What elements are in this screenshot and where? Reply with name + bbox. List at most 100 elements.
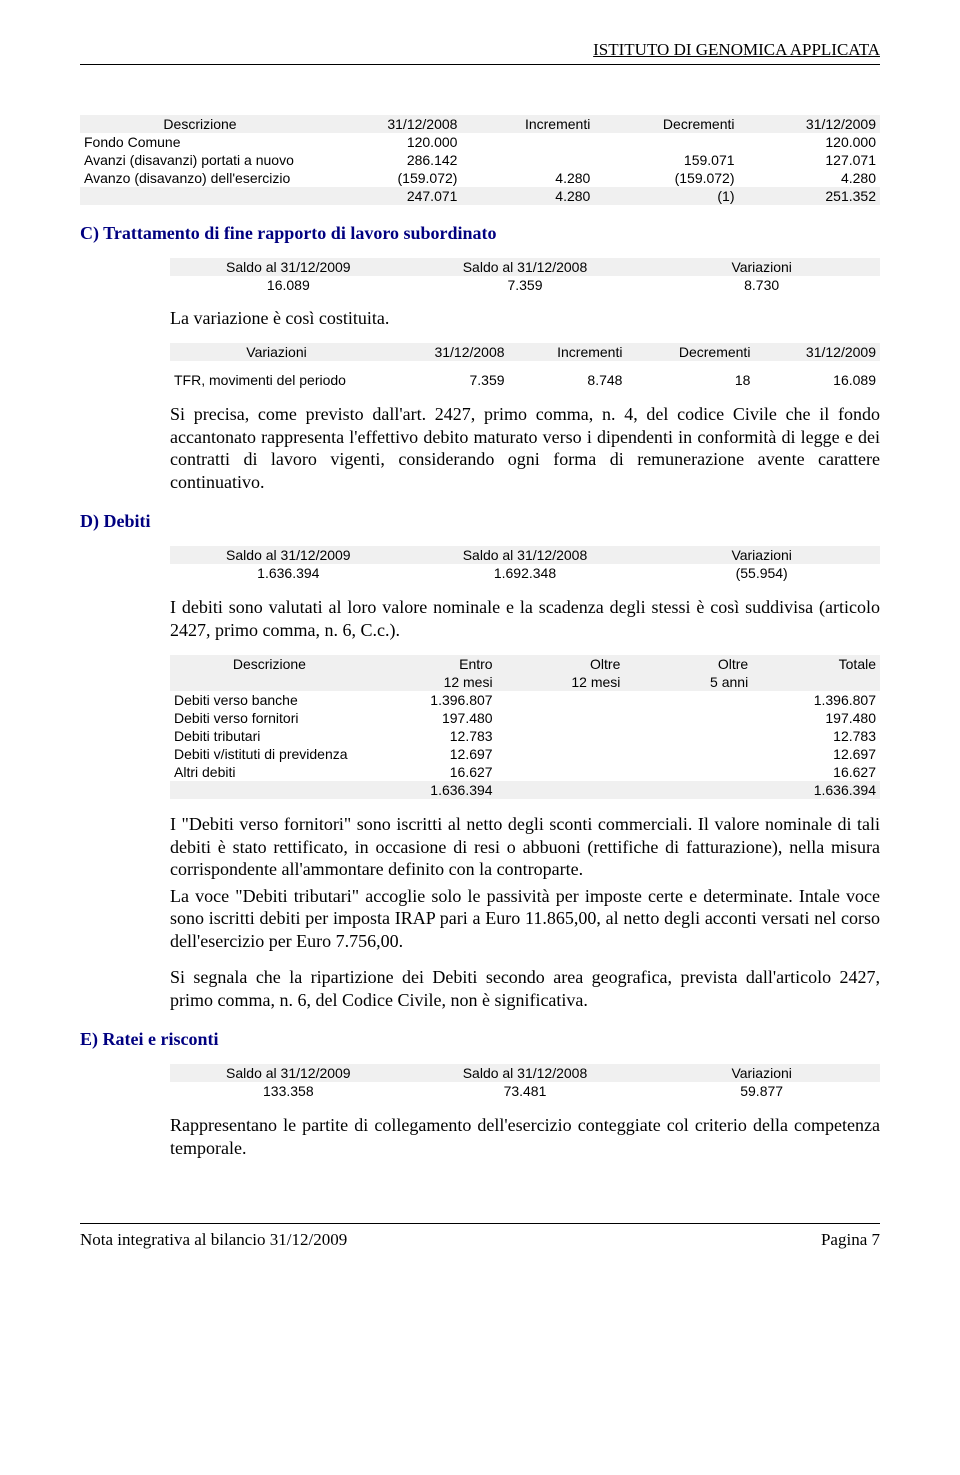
table-row-val: 7.359 xyxy=(383,371,509,389)
table-row-val: 127.071 xyxy=(739,151,880,169)
table-row-val: 12.697 xyxy=(369,745,497,763)
table-row-val: 8.748 xyxy=(509,371,627,389)
table-row-val xyxy=(624,727,752,745)
table-row-val xyxy=(624,691,752,709)
section-d-title: D) Debiti xyxy=(80,511,880,532)
table-row-val xyxy=(461,133,594,151)
th-desc: Descrizione xyxy=(80,115,320,133)
header-org-name: ISTITUTO DI GENOMICA APPLICATA xyxy=(80,40,880,60)
saldo-val: 7.359 xyxy=(407,276,644,294)
table-row-val: (159.072) xyxy=(594,169,738,187)
th-variazioni: Variazioni xyxy=(643,546,880,564)
th-saldo-2009: Saldo al 31/12/2009 xyxy=(170,258,407,276)
table-row-desc: Avanzo (disavanzo) dell'esercizio xyxy=(80,169,320,187)
table-descrizione-variazioni: Descrizione 31/12/2008 Incrementi Decrem… xyxy=(80,115,880,205)
table-row-val: 16.627 xyxy=(752,763,880,781)
table-row-desc: TFR, movimenti del periodo xyxy=(170,371,383,389)
table-saldo-e: Saldo al 31/12/2009 Saldo al 31/12/2008 … xyxy=(170,1064,880,1100)
table-row-val xyxy=(461,151,594,169)
table-total-val: (1) xyxy=(594,187,738,205)
th-2009: 31/12/2009 xyxy=(754,343,880,361)
table-row-desc: Debiti v/istituti di previdenza xyxy=(170,745,369,763)
th-oltre12: Oltre xyxy=(497,655,625,673)
section-c-title: C) Trattamento di fine rapporto di lavor… xyxy=(80,223,880,244)
table-row-val: 1.396.807 xyxy=(752,691,880,709)
table-row-val xyxy=(594,133,738,151)
table-saldo-c: Saldo al 31/12/2009 Saldo al 31/12/2008 … xyxy=(170,258,880,294)
th-entro-sub: 12 mesi xyxy=(369,673,497,691)
table-row-val xyxy=(624,709,752,727)
table-row-val: 4.280 xyxy=(739,169,880,187)
table-row-val: 1.396.807 xyxy=(369,691,497,709)
section-d-para3: La voce "Debiti tributari" accoglie solo… xyxy=(170,885,880,953)
table-row-val: (159.072) xyxy=(320,169,461,187)
saldo-val: 1.692.348 xyxy=(407,564,644,582)
table-total-val: 247.071 xyxy=(320,187,461,205)
table-total-val: 4.280 xyxy=(461,187,594,205)
table-row-val: 4.280 xyxy=(461,169,594,187)
table-total-val: 1.636.394 xyxy=(752,781,880,799)
saldo-val: 73.481 xyxy=(407,1082,644,1100)
th-decr: Decrementi xyxy=(626,343,754,361)
section-c-para: Si precisa, come previsto dall'art. 2427… xyxy=(170,403,880,493)
table-row-desc: Avanzi (disavanzi) portati a nuovo xyxy=(80,151,320,169)
th-incr: Incrementi xyxy=(509,343,627,361)
table-row-val: 197.480 xyxy=(369,709,497,727)
section-e-title: E) Ratei e risconti xyxy=(80,1029,880,1050)
table-row-val: 16.627 xyxy=(369,763,497,781)
table-row-val: 120.000 xyxy=(739,133,880,151)
th-saldo-2008: Saldo al 31/12/2008 xyxy=(407,546,644,564)
th-saldo-2009: Saldo al 31/12/2009 xyxy=(170,546,407,564)
footer-right: Pagina 7 xyxy=(821,1230,880,1250)
th-saldo-2008: Saldo al 31/12/2008 xyxy=(407,258,644,276)
table-row-val xyxy=(624,745,752,763)
th-var: Variazioni xyxy=(170,343,383,361)
table-row-val xyxy=(497,709,625,727)
table-row-desc: Debiti verso banche xyxy=(170,691,369,709)
th-oltre12-sub: 12 mesi xyxy=(497,673,625,691)
table-saldo-d: Saldo al 31/12/2009 Saldo al 31/12/2008 … xyxy=(170,546,880,582)
th-saldo-2009: Saldo al 31/12/2009 xyxy=(170,1064,407,1082)
th-2008: 31/12/2008 xyxy=(383,343,509,361)
section-d-para4: Si segnala che la ripartizione dei Debit… xyxy=(170,966,880,1011)
table-row-desc: Altri debiti xyxy=(170,763,369,781)
table-row-val: 12.783 xyxy=(369,727,497,745)
section-d-para1: I debiti sono valutati al loro valore no… xyxy=(170,596,880,641)
table-row-val: 159.071 xyxy=(594,151,738,169)
table-row-val xyxy=(497,691,625,709)
table-row-val xyxy=(497,745,625,763)
saldo-val: 59.877 xyxy=(643,1082,880,1100)
th-variazioni: Variazioni xyxy=(643,258,880,276)
table-row-val: 286.142 xyxy=(320,151,461,169)
table-total-val: 1.636.394 xyxy=(369,781,497,799)
table-row-val: 12.697 xyxy=(752,745,880,763)
saldo-val: 8.730 xyxy=(643,276,880,294)
th-2009: 31/12/2009 xyxy=(739,115,880,133)
th-incr: Incrementi xyxy=(461,115,594,133)
footer-left: Nota integrativa al bilancio 31/12/2009 xyxy=(80,1230,347,1250)
table-debiti: Descrizione Entro Oltre Oltre Totale 12 … xyxy=(170,655,880,799)
th-decr: Decrementi xyxy=(594,115,738,133)
bottom-rule xyxy=(80,1223,880,1224)
th-entro: Entro xyxy=(369,655,497,673)
table-row-val: 197.480 xyxy=(752,709,880,727)
table-row-desc: Debiti tributari xyxy=(170,727,369,745)
saldo-val: 16.089 xyxy=(170,276,407,294)
table-total-val: 251.352 xyxy=(739,187,880,205)
section-d-para2: I "Debiti verso fornitori" sono iscritti… xyxy=(170,813,880,881)
th-totale: Totale xyxy=(752,655,880,691)
th-oltre5: Oltre xyxy=(624,655,752,673)
th-variazioni: Variazioni xyxy=(643,1064,880,1082)
section-c-line1: La variazione è così costituita. xyxy=(170,308,880,329)
table-tfr-variazioni: Variazioni 31/12/2008 Incrementi Decreme… xyxy=(170,343,880,389)
saldo-val: (55.954) xyxy=(643,564,880,582)
table-row-val xyxy=(497,763,625,781)
table-row-val xyxy=(497,727,625,745)
th-desc: Descrizione xyxy=(170,655,369,691)
table-row-val: 120.000 xyxy=(320,133,461,151)
table-row-desc: Fondo Comune xyxy=(80,133,320,151)
table-row-desc: Debiti verso fornitori xyxy=(170,709,369,727)
saldo-val: 133.358 xyxy=(170,1082,407,1100)
th-saldo-2008: Saldo al 31/12/2008 xyxy=(407,1064,644,1082)
table-row-val: 12.783 xyxy=(752,727,880,745)
